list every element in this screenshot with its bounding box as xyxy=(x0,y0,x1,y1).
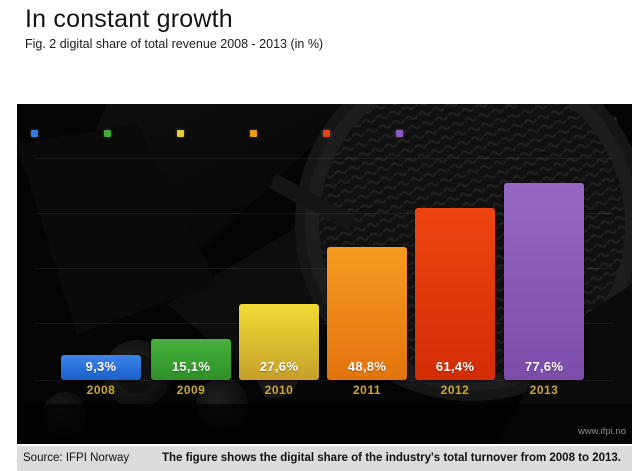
bar-value-label-2012: 61,4% xyxy=(435,359,475,374)
bar-2009: 15,1% xyxy=(151,339,231,380)
category-label-2011: 2011 xyxy=(352,383,382,397)
bar-value-label-2013: 77,6% xyxy=(524,359,564,374)
page-subtitle: Fig. 2 digital share of total revenue 20… xyxy=(25,37,324,51)
legend-marker-2012 xyxy=(323,130,330,137)
bar-value-label-2011: 48,8% xyxy=(347,359,387,374)
legend-marker-2008 xyxy=(31,130,38,137)
legend-marker-2011 xyxy=(250,130,257,137)
watermark-url: www.ifpi.no xyxy=(577,426,626,437)
bar-value-label-2010: 27,6% xyxy=(259,359,299,374)
bar-2008: 9,3% xyxy=(61,355,141,380)
category-label-2013: 2013 xyxy=(529,383,559,397)
bar-value-label-2009: 15,1% xyxy=(171,359,211,374)
gridline xyxy=(35,158,613,159)
gridline xyxy=(35,380,613,381)
category-label-2009: 2009 xyxy=(176,383,206,397)
bar-2012: 61,4% xyxy=(415,208,495,380)
bar-2013: 77,6% xyxy=(504,183,584,380)
bar-2011: 48,8% xyxy=(327,247,407,380)
caption-band: Source: IFPI Norway The figure shows the… xyxy=(17,446,632,471)
source-label: Source: IFPI Norway xyxy=(23,452,130,464)
gridline xyxy=(35,323,613,324)
category-label-2008: 2008 xyxy=(86,383,116,397)
legend-marker-2013 xyxy=(396,130,403,137)
chart-panel: 9,3% 2008 15,1% 2009 27,6% 2010 48,8% 2011 61,4%… xyxy=(17,104,632,444)
legend-marker-2010 xyxy=(177,130,184,137)
page-title: In constant growth xyxy=(25,5,233,33)
legend-marker-2009 xyxy=(104,130,111,137)
category-label-2010: 2010 xyxy=(264,383,294,397)
bar-2010: 27,6% xyxy=(239,304,319,380)
gridline xyxy=(35,268,613,269)
bar-value-label-2008: 9,3% xyxy=(85,359,117,374)
figure-description: The figure shows the digital share of th… xyxy=(162,452,621,464)
gridline xyxy=(35,213,613,214)
category-label-2012: 2012 xyxy=(440,383,470,397)
